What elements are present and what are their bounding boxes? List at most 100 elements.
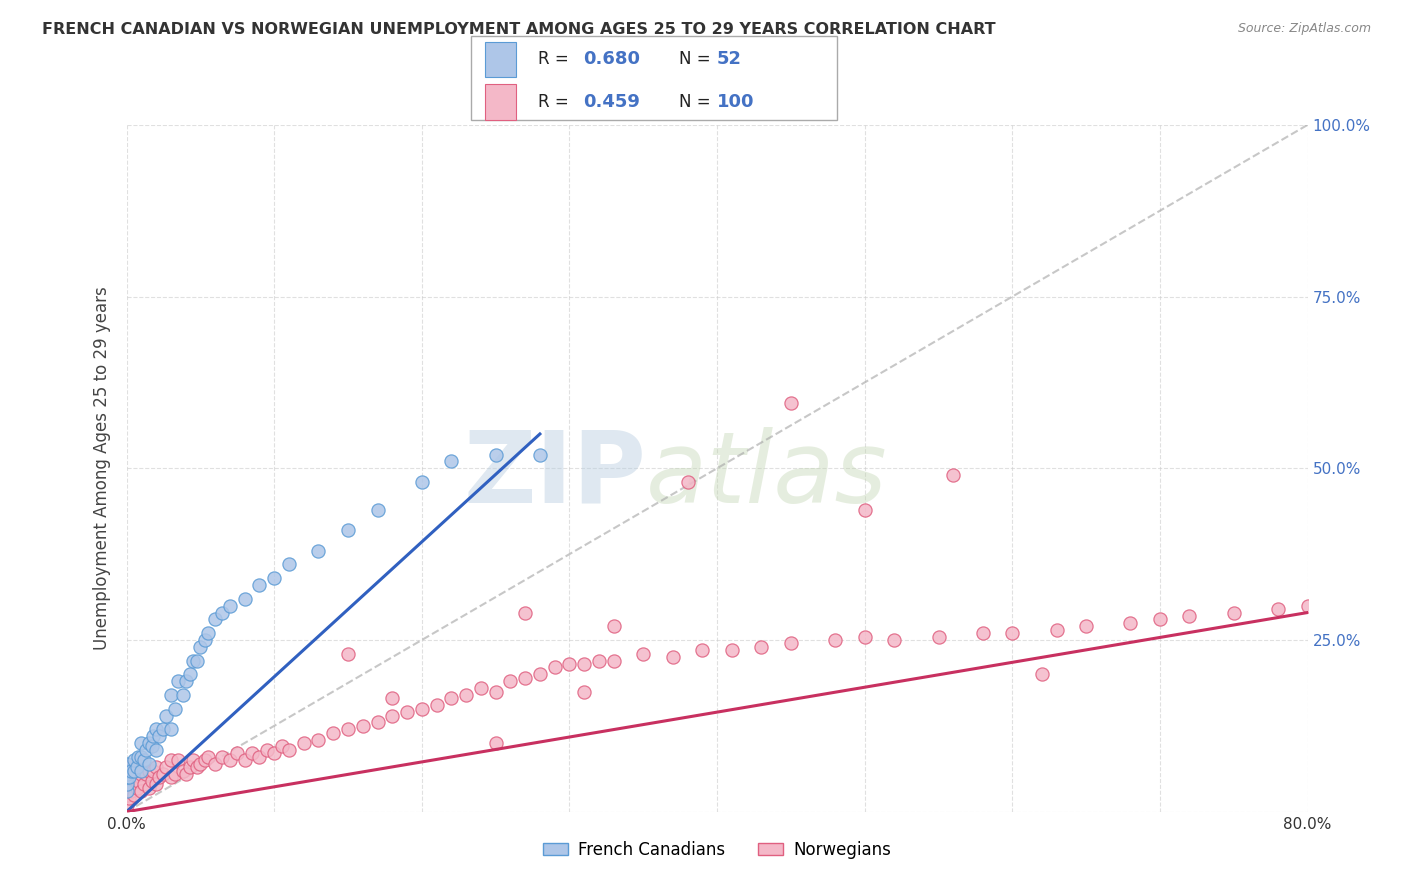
Point xyxy=(115,767,138,781)
Point xyxy=(411,475,433,489)
Point xyxy=(240,747,263,761)
Point xyxy=(138,756,160,771)
Point xyxy=(233,591,256,606)
Point xyxy=(676,475,699,489)
Point xyxy=(115,777,138,791)
Point xyxy=(692,643,714,657)
Point xyxy=(226,747,249,761)
Point xyxy=(127,749,149,764)
Point xyxy=(1076,619,1098,633)
Point xyxy=(780,636,803,650)
Point xyxy=(337,647,360,661)
Point xyxy=(125,780,148,795)
Point xyxy=(219,599,242,613)
Point xyxy=(160,723,183,737)
Text: N =: N = xyxy=(679,51,716,69)
Point xyxy=(188,756,212,771)
Point xyxy=(129,749,153,764)
Point xyxy=(425,698,447,713)
Point xyxy=(155,760,177,774)
Point xyxy=(780,396,803,410)
Point xyxy=(179,760,201,774)
Point xyxy=(515,606,537,620)
Text: FRENCH CANADIAN VS NORWEGIAN UNEMPLOYMENT AMONG AGES 25 TO 29 YEARS CORRELATION : FRENCH CANADIAN VS NORWEGIAN UNEMPLOYMEN… xyxy=(42,22,995,37)
Point xyxy=(470,681,492,695)
Point xyxy=(181,753,204,767)
Point xyxy=(270,739,292,754)
Point xyxy=(499,674,522,689)
Point xyxy=(1149,612,1171,626)
Point xyxy=(115,756,138,771)
Point xyxy=(141,773,163,788)
Point xyxy=(440,454,463,468)
Point xyxy=(588,654,610,668)
Point xyxy=(174,767,197,781)
Point xyxy=(129,764,153,778)
Point xyxy=(603,619,626,633)
Point xyxy=(367,715,389,730)
Point xyxy=(633,647,655,661)
Point xyxy=(172,764,194,778)
Point xyxy=(484,684,508,698)
Point xyxy=(249,749,271,764)
Point xyxy=(1267,602,1289,616)
Point xyxy=(883,633,905,648)
Point xyxy=(367,502,389,516)
Point xyxy=(129,736,153,750)
Point xyxy=(942,468,965,483)
Point xyxy=(233,753,256,767)
Point xyxy=(115,784,138,798)
Point xyxy=(160,753,183,767)
Point xyxy=(115,797,138,812)
Point xyxy=(211,749,233,764)
Point xyxy=(186,654,208,668)
Point xyxy=(142,764,165,778)
Point xyxy=(720,643,742,657)
Point xyxy=(204,756,226,771)
Point xyxy=(515,671,537,685)
Text: 0.459: 0.459 xyxy=(583,93,640,111)
Point xyxy=(181,654,204,668)
Point xyxy=(1046,623,1069,637)
Point xyxy=(122,788,145,802)
Point xyxy=(484,736,508,750)
Point xyxy=(278,743,301,757)
Text: 52: 52 xyxy=(717,51,742,69)
Point xyxy=(456,688,478,702)
Point xyxy=(118,771,141,785)
Point xyxy=(167,674,190,689)
Point xyxy=(219,753,242,767)
Point xyxy=(928,630,950,644)
Point xyxy=(186,760,208,774)
Point xyxy=(204,612,226,626)
Point xyxy=(122,764,145,778)
Point xyxy=(152,723,174,737)
Point xyxy=(138,736,160,750)
Point xyxy=(148,729,170,743)
Point xyxy=(129,784,153,798)
Point xyxy=(411,701,433,715)
Point xyxy=(558,657,581,671)
Point xyxy=(249,578,271,592)
Point xyxy=(118,791,141,805)
Point xyxy=(529,448,551,462)
Point xyxy=(263,747,285,761)
Point xyxy=(337,723,360,737)
Point xyxy=(122,753,145,767)
Point xyxy=(129,767,153,781)
Point xyxy=(1031,667,1053,681)
Text: R =: R = xyxy=(538,93,575,111)
Point xyxy=(120,784,142,798)
Point xyxy=(145,777,167,791)
Point xyxy=(115,788,138,802)
Text: 0.680: 0.680 xyxy=(583,51,641,69)
Point xyxy=(751,640,773,654)
Point xyxy=(155,708,177,723)
Point xyxy=(135,767,157,781)
Point xyxy=(134,777,156,791)
Point xyxy=(263,571,285,585)
Point xyxy=(145,743,167,757)
Point xyxy=(440,691,463,706)
Point xyxy=(165,701,187,715)
Point xyxy=(115,777,138,791)
